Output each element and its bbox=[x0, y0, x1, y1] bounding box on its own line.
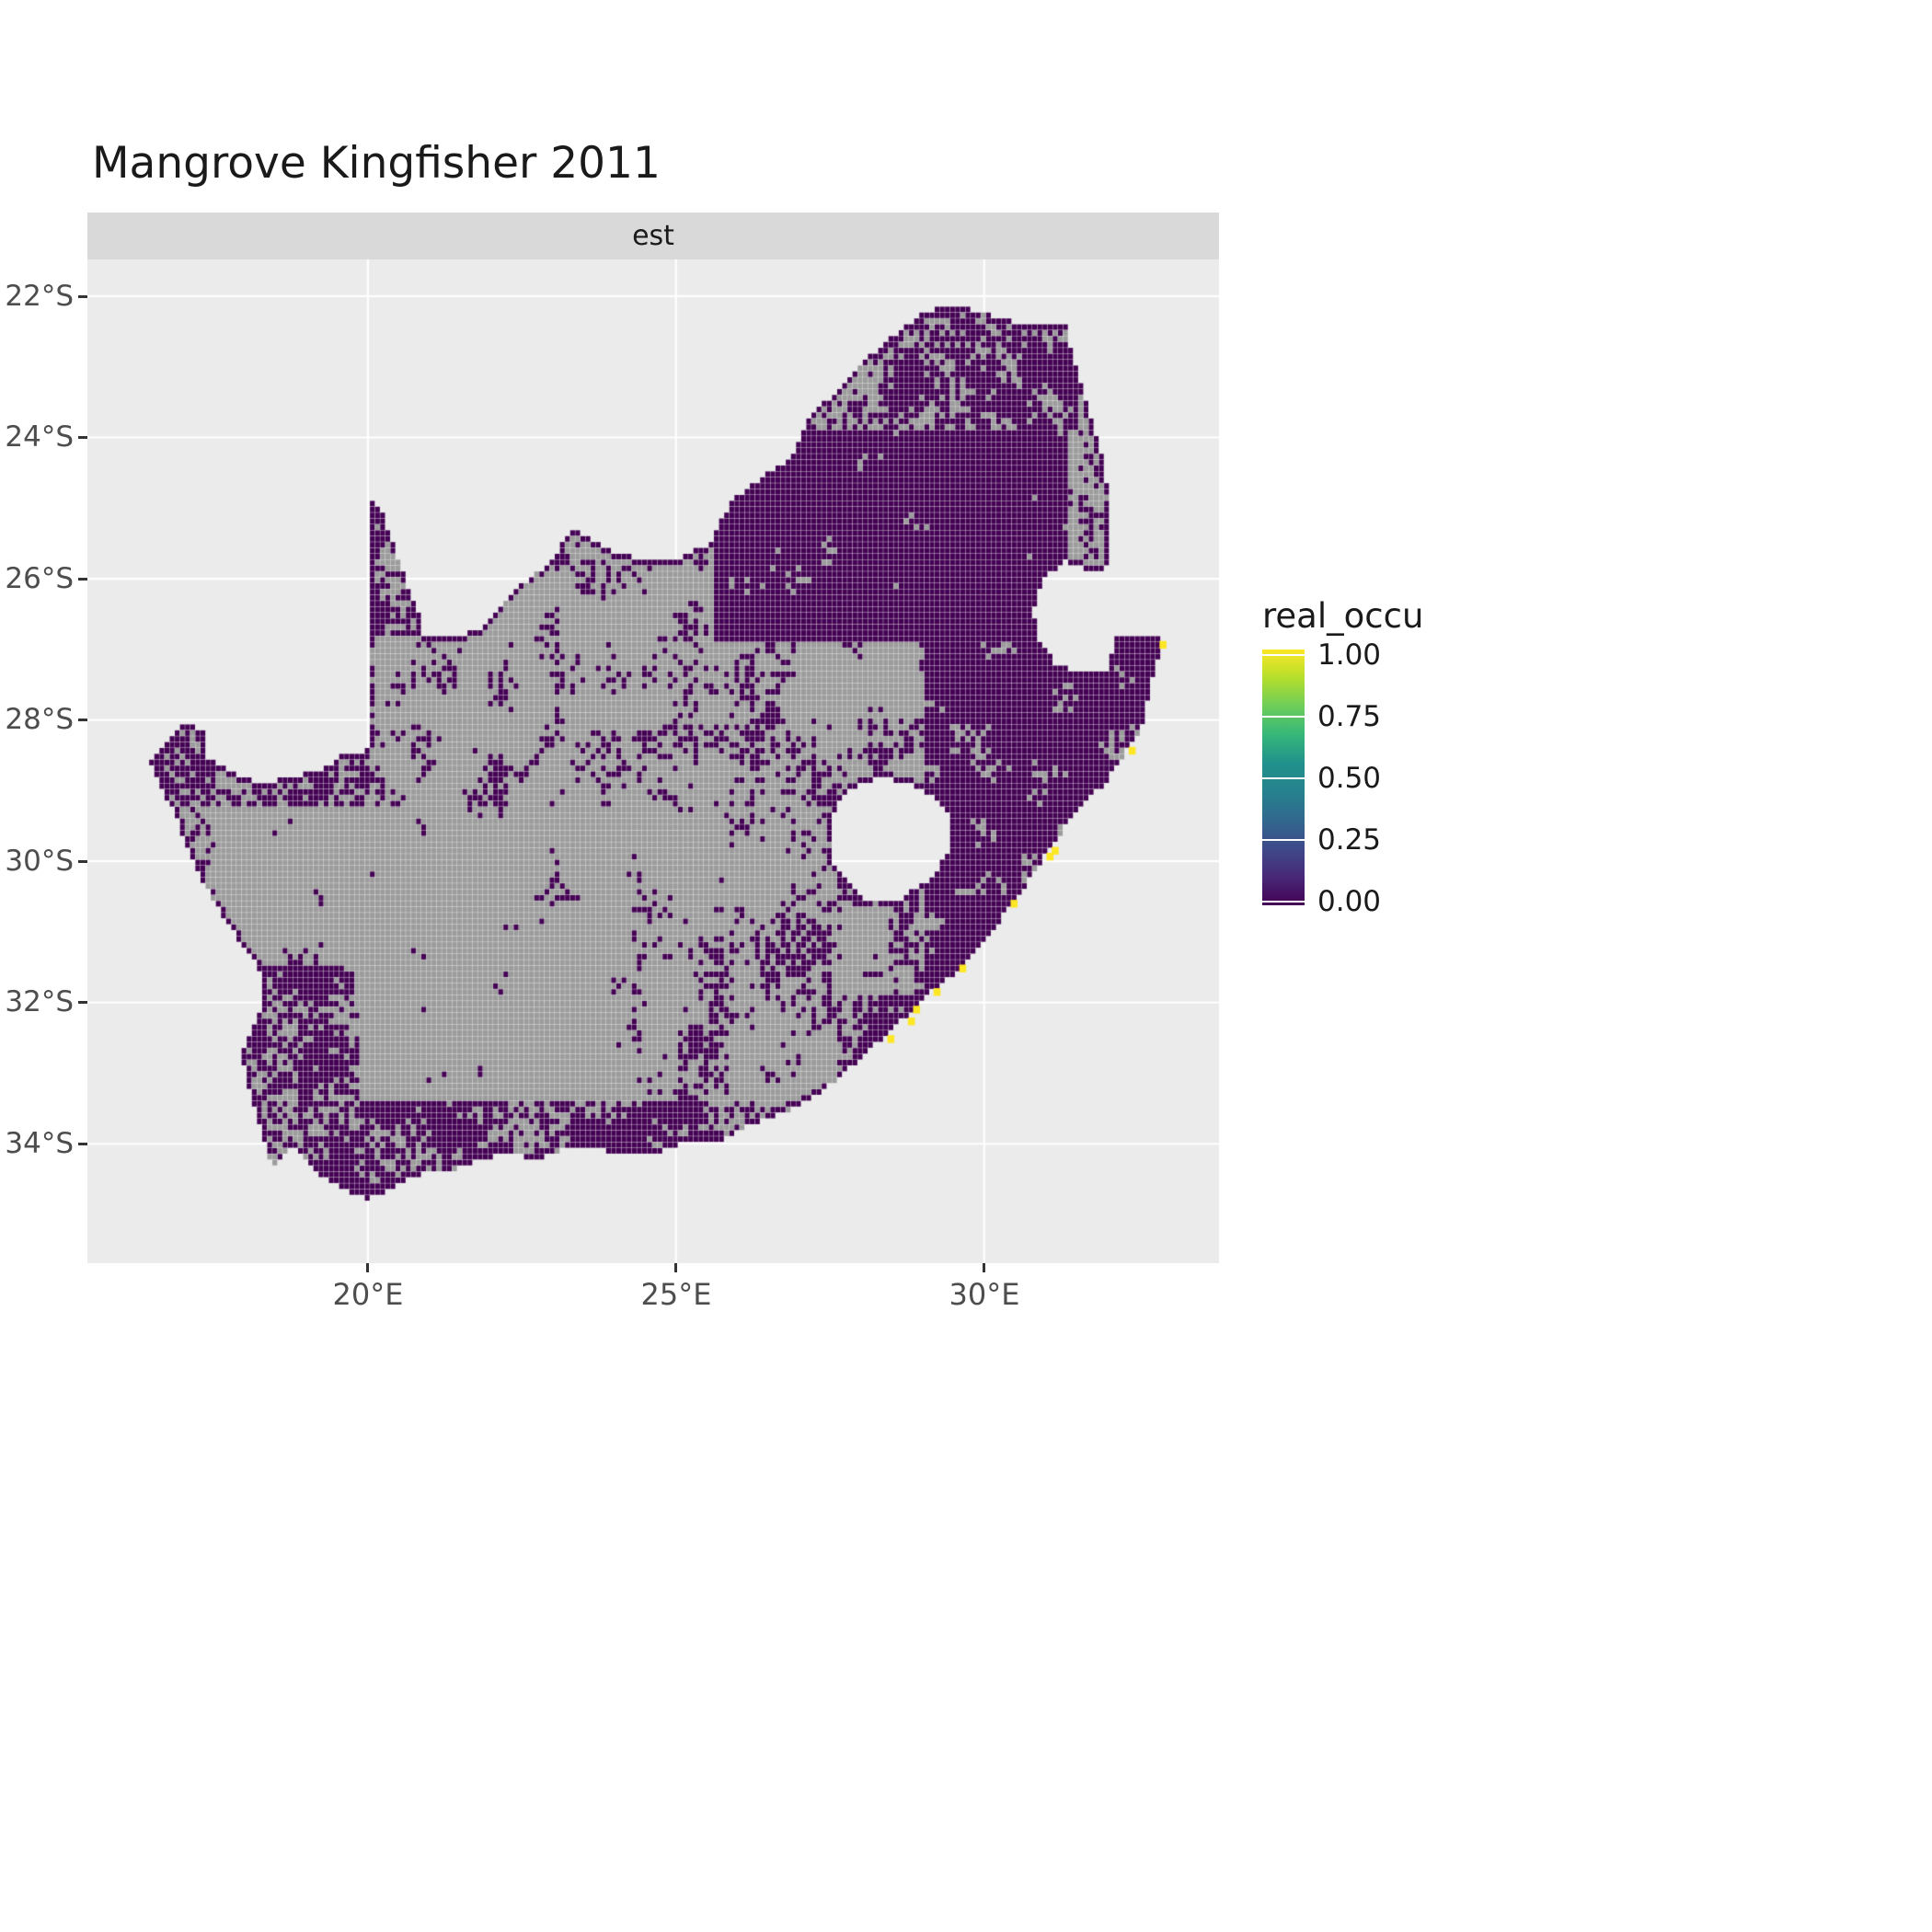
y-tick-label: 24°S bbox=[5, 420, 74, 454]
y-tick-label: 22°S bbox=[5, 280, 74, 313]
y-tick-mark bbox=[78, 578, 87, 581]
y-tick-label: 26°S bbox=[5, 562, 74, 595]
legend-colorbar bbox=[1262, 650, 1305, 905]
facet-strip-label: est bbox=[632, 220, 674, 252]
y-tick-label: 30°S bbox=[5, 845, 74, 878]
y-tick-mark bbox=[78, 295, 87, 298]
map-canvas bbox=[87, 259, 1219, 1263]
y-tick-label: 34°S bbox=[5, 1127, 74, 1160]
y-tick-mark bbox=[78, 436, 87, 439]
y-tick-mark bbox=[78, 860, 87, 863]
x-tick-mark bbox=[366, 1263, 369, 1272]
legend-label: 0.00 bbox=[1317, 885, 1382, 918]
facet-strip: est bbox=[87, 213, 1219, 259]
legend-label: 0.50 bbox=[1317, 762, 1382, 795]
legend-title: real_occu bbox=[1262, 596, 1424, 636]
x-tick-label: 30°E bbox=[949, 1277, 1020, 1312]
legend-tick-mark bbox=[1262, 839, 1305, 841]
x-tick-label: 20°E bbox=[332, 1277, 404, 1312]
plot-panel bbox=[87, 259, 1219, 1263]
x-tick-mark bbox=[674, 1263, 677, 1272]
y-tick-mark bbox=[78, 1143, 87, 1145]
x-tick-mark bbox=[983, 1263, 985, 1272]
legend-tick-mark bbox=[1262, 654, 1305, 656]
chart-title: Mangrove Kingfisher 2011 bbox=[92, 138, 661, 189]
x-tick-label: 25°E bbox=[640, 1277, 712, 1312]
y-tick-label: 28°S bbox=[5, 703, 74, 736]
legend-tick-mark bbox=[1262, 901, 1305, 903]
legend-tick-mark bbox=[1262, 716, 1305, 718]
legend-label: 0.75 bbox=[1317, 700, 1382, 733]
y-tick-mark bbox=[78, 1001, 87, 1004]
legend-label: 0.25 bbox=[1317, 823, 1382, 857]
y-tick-label: 32°S bbox=[5, 985, 74, 1018]
legend-label: 1.00 bbox=[1317, 638, 1382, 672]
legend-tick-mark bbox=[1262, 777, 1305, 779]
y-tick-mark bbox=[78, 719, 87, 721]
